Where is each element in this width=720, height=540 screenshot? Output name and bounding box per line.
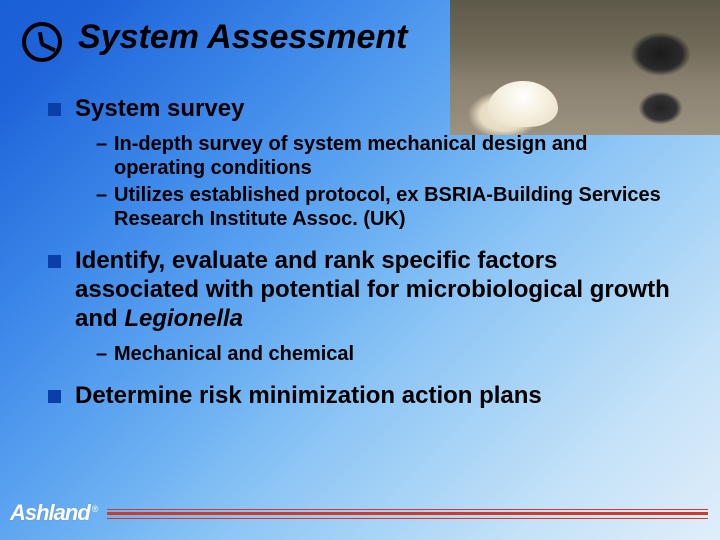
registered-mark: ® xyxy=(92,504,98,514)
bullet-level1: Determine risk minimization action plans xyxy=(48,382,684,411)
clock-icon xyxy=(22,22,62,62)
bullet-level1: System survey – In-depth survey of syste… xyxy=(48,95,684,231)
dash-icon: – xyxy=(96,342,114,366)
bullet-text: Identify, evaluate and rank specific fac… xyxy=(75,247,684,333)
bullet-level2: – Utilizes established protocol, ex BSRI… xyxy=(96,183,684,232)
bullet-level1: Identify, evaluate and rank specific fac… xyxy=(48,247,684,366)
footer: Ashland® xyxy=(0,500,720,526)
square-bullet-icon xyxy=(48,255,61,268)
subbullet-text: Utilizes established protocol, ex BSRIA-… xyxy=(114,183,684,232)
footer-rule xyxy=(107,512,708,515)
square-bullet-icon xyxy=(48,103,61,116)
subbullet-text: In-depth survey of system mechanical des… xyxy=(114,132,684,181)
brand-logo: Ashland® xyxy=(10,500,97,526)
bullet-level2: – In-depth survey of system mechanical d… xyxy=(96,132,684,181)
brand-text: Ashland xyxy=(10,500,90,526)
bullet-text: System survey xyxy=(75,95,244,124)
bullet-text: Determine risk minimization action plans xyxy=(75,382,542,411)
title-area: System Assessment xyxy=(78,18,440,57)
square-bullet-icon xyxy=(48,390,61,403)
slide-title: System Assessment xyxy=(78,18,440,57)
subbullet-text: Mechanical and chemical xyxy=(114,342,354,366)
content-area: System survey – In-depth survey of syste… xyxy=(48,95,684,427)
bullet-level2: – Mechanical and chemical xyxy=(96,342,684,366)
dash-icon: – xyxy=(96,183,114,207)
dash-icon: – xyxy=(96,132,114,156)
